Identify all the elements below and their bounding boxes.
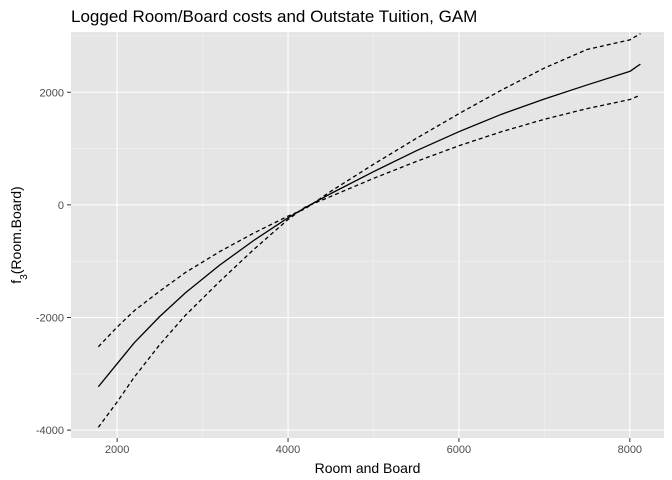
series-line-dashed-2 — [97, 94, 641, 428]
x-tick-label: 4000 — [276, 444, 300, 456]
y-tick-label: 2000 — [40, 87, 64, 99]
x-axis-title: Room and Board — [315, 460, 421, 476]
series-line-solid — [97, 63, 641, 388]
y-tick-label: -4000 — [36, 425, 64, 437]
y-axis-title-main: f — [8, 280, 24, 284]
plot-panel — [71, 32, 664, 438]
x-tick-label: 2000 — [105, 444, 129, 456]
series-line-dashed-1 — [97, 33, 641, 348]
series-layer — [97, 33, 641, 428]
y-tick-label: 0 — [58, 200, 64, 212]
y-axis-title: f3(Room.Board) — [8, 186, 30, 283]
x-tick-label: 6000 — [447, 444, 471, 456]
y-axis-title-subscript: 3 — [19, 274, 30, 280]
x-tick-label: 8000 — [618, 444, 642, 456]
x-axis: 2000 4000 6000 8000 — [105, 438, 642, 456]
y-axis: -4000 -2000 0 2000 — [36, 87, 71, 437]
y-tick-label: -2000 — [36, 312, 64, 324]
chart-title: Logged Room/Board costs and Outstate Tui… — [71, 7, 477, 26]
y-axis-title-rest: (Room.Board) — [8, 186, 24, 274]
